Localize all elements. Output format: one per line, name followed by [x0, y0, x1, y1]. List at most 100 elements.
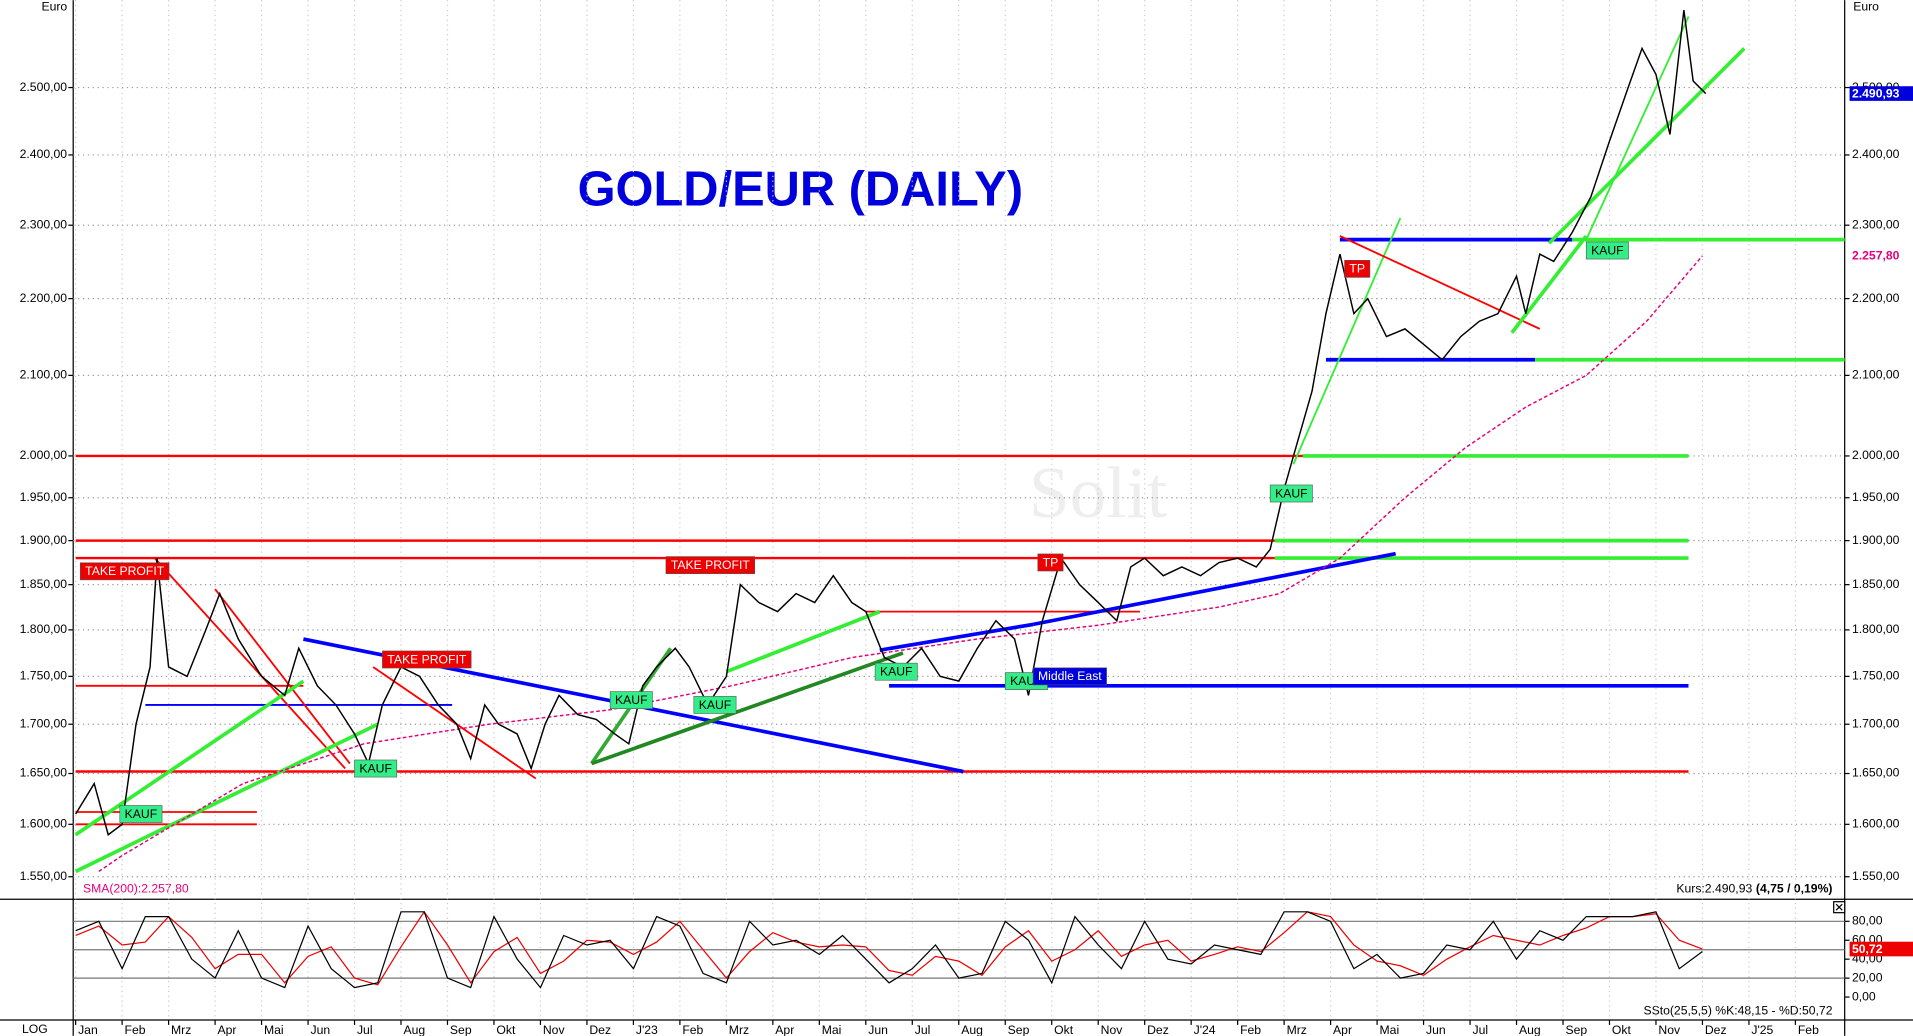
- y-tick-label: 0,00: [1852, 989, 1876, 1003]
- annotation-label: TAKE PROFIT: [671, 558, 751, 572]
- x-tick-label: Aug: [961, 1023, 983, 1036]
- trend-line: [74, 679, 305, 837]
- annotation-label: TP: [1043, 555, 1059, 569]
- y-tick-label: 2.300,00: [20, 217, 68, 231]
- annotation-box: [1032, 667, 1107, 686]
- annotation-label: KAUF: [125, 807, 158, 821]
- value-badge: [1849, 86, 1913, 101]
- x-tick-label: J'25: [1751, 1023, 1773, 1036]
- annotation: TAKE PROFIT: [665, 556, 756, 574]
- y-tick-label: 2.000,00: [1852, 448, 1900, 462]
- quote-change: (4,75 / 0,19%): [1756, 882, 1833, 896]
- indicator-label: SSto(25,5,5) %K:48,15 - %D:50,72: [1643, 1004, 1832, 1018]
- y-tick-label: 1.550,00: [1852, 869, 1900, 883]
- annotation-box: [354, 759, 398, 778]
- x-tick-label: Aug: [1519, 1023, 1541, 1036]
- y-tick-label: 1.800,00: [20, 622, 68, 636]
- x-tick-label: Mai: [264, 1023, 284, 1036]
- value-badge-label: 2.257,80: [1852, 249, 1900, 263]
- y-tick-label: 2.300,00: [1852, 217, 1900, 231]
- trend-line: [153, 557, 346, 770]
- x-tick-label: Sep: [450, 1023, 472, 1036]
- y-axis-label: Euro: [41, 0, 67, 14]
- y-tick-label: 1.600,00: [20, 817, 68, 831]
- value-badge: [1849, 941, 1913, 957]
- annotation-box: [79, 562, 170, 581]
- annotation-box: [119, 805, 163, 823]
- x-tick-label: Sep: [1008, 1023, 1030, 1036]
- trend-line: [590, 651, 904, 766]
- x-tick-label: Mrz: [729, 1023, 749, 1036]
- x-tick-label: Apr: [1333, 1023, 1352, 1036]
- quote-price: Kurs:2.490,93: [1676, 882, 1752, 896]
- k-line: [75, 911, 1703, 989]
- trend-line: [879, 622, 1034, 652]
- close-icon: [1835, 903, 1843, 911]
- x-tick-label: Jun: [1426, 1023, 1446, 1036]
- annotation-label: TAKE PROFIT: [85, 564, 165, 578]
- y-tick-label: 1.800,00: [1852, 622, 1900, 636]
- x-tick-label: Jul: [915, 1023, 931, 1036]
- x-tick-label: Jun: [868, 1023, 888, 1036]
- annotation-box: [693, 696, 737, 714]
- x-tick-label: Dez: [1705, 1023, 1727, 1036]
- x-tick-label: Dez: [1147, 1023, 1169, 1036]
- trend-line: [1292, 217, 1402, 465]
- y-axis-label: Euro: [1853, 0, 1879, 14]
- x-tick-label: Nov: [543, 1023, 566, 1036]
- annotation-label: KAUF: [1591, 243, 1624, 257]
- annotation-box: [609, 691, 653, 709]
- trend-line: [1032, 551, 1397, 627]
- y-tick-label: 1.750,00: [20, 669, 68, 683]
- x-tick-label: Mrz: [1287, 1023, 1307, 1036]
- y-tick-label: 2.000,00: [20, 448, 68, 462]
- annotation: TAKE PROFIT: [382, 650, 472, 669]
- annotation-label: KAUF: [699, 698, 732, 712]
- x-tick-label: Mai: [822, 1023, 842, 1036]
- annotation-box: [874, 662, 918, 681]
- y-tick-label: 1.700,00: [20, 716, 68, 730]
- annotation: KAUF: [119, 805, 163, 823]
- annotation-label: TP: [1349, 262, 1365, 276]
- x-tick-label: Feb: [682, 1023, 703, 1036]
- scale-label: LOG: [22, 1022, 48, 1036]
- trend-line: [725, 609, 881, 674]
- annotation-label: KAUF: [1275, 486, 1308, 500]
- value-badge: [1849, 248, 1913, 264]
- annotation-box: [382, 650, 472, 669]
- y-tick-label: 1.850,00: [1852, 577, 1900, 591]
- y-tick-label: 1.650,00: [1852, 766, 1900, 780]
- x-tick-label: Nov: [1101, 1023, 1124, 1036]
- annotation-box: [665, 556, 756, 574]
- x-tick-label: Mai: [1380, 1023, 1400, 1036]
- annotation: Middle East: [1032, 667, 1107, 686]
- d-line: [75, 910, 1703, 986]
- annotation: TP: [1037, 553, 1064, 572]
- x-tick-label: Jul: [357, 1023, 373, 1036]
- y-tick-label: 1.650,00: [20, 766, 68, 780]
- x-tick-label: Okt: [1054, 1023, 1074, 1036]
- x-tick-label: Jan: [78, 1023, 98, 1036]
- value-badge-label: 50,72: [1852, 942, 1883, 956]
- sma-label: SMA(200):2.257,80: [83, 882, 189, 896]
- annotation-box: [1344, 259, 1371, 278]
- x-tick-label: Feb: [1798, 1023, 1819, 1036]
- annotation: TP: [1344, 259, 1371, 278]
- quote: Kurs:2.490,93 (4,75 / 0,19%): [1676, 882, 1832, 896]
- y-tick-label: 2.100,00: [20, 368, 68, 382]
- trend-line: [1547, 47, 1746, 245]
- y-tick-label: 1.900,00: [20, 533, 68, 547]
- x-tick-label: Aug: [403, 1023, 425, 1036]
- x-tick-label: Mrz: [171, 1023, 191, 1036]
- y-tick-label: 80,00: [1852, 914, 1883, 928]
- x-tick-label: Feb: [125, 1023, 146, 1036]
- y-tick-label: 1.700,00: [1852, 716, 1900, 730]
- y-tick-label: 1.550,00: [20, 869, 68, 883]
- x-tick-label: J'23: [636, 1023, 658, 1036]
- y-tick-label: 1.600,00: [1852, 817, 1900, 831]
- y-tick-label: 2.500,00: [20, 80, 68, 94]
- x-tick-label: Sep: [1565, 1023, 1587, 1036]
